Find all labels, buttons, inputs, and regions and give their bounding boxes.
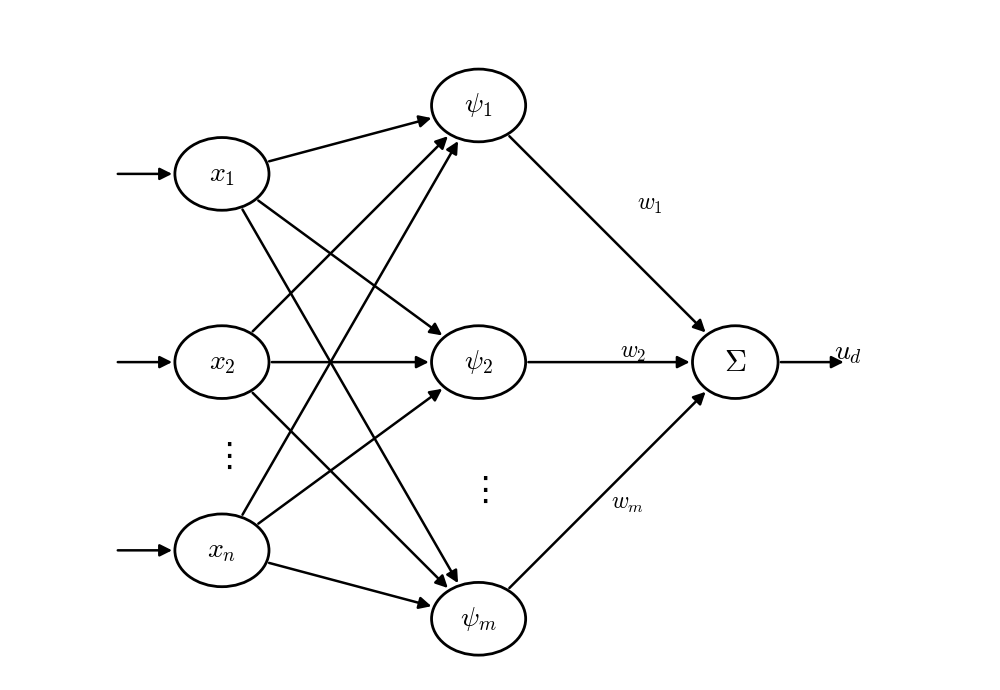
Text: $x_1$: $x_1$ [209,160,235,188]
Ellipse shape [432,69,526,142]
Text: $\vdots$: $\vdots$ [212,440,232,473]
Text: $\psi_1$: $\psi_1$ [464,92,493,119]
Ellipse shape [432,582,526,655]
Ellipse shape [175,137,269,210]
Text: $x_n$: $x_n$ [207,536,236,564]
Ellipse shape [432,326,526,398]
Ellipse shape [175,514,269,586]
Text: $\psi_2$: $\psi_2$ [464,348,493,376]
Text: $\psi_m$: $\psi_m$ [460,604,497,633]
Text: $w_2$: $w_2$ [620,340,646,364]
Text: $\Sigma$: $\Sigma$ [724,348,746,377]
Ellipse shape [175,326,269,398]
Ellipse shape [692,326,778,398]
Text: $x_2$: $x_2$ [209,348,235,376]
Text: $w_m$: $w_m$ [611,491,644,515]
Text: $\vdots$: $\vdots$ [468,474,489,507]
Text: $u_d$: $u_d$ [834,338,862,366]
Text: $w_1$: $w_1$ [637,192,663,216]
